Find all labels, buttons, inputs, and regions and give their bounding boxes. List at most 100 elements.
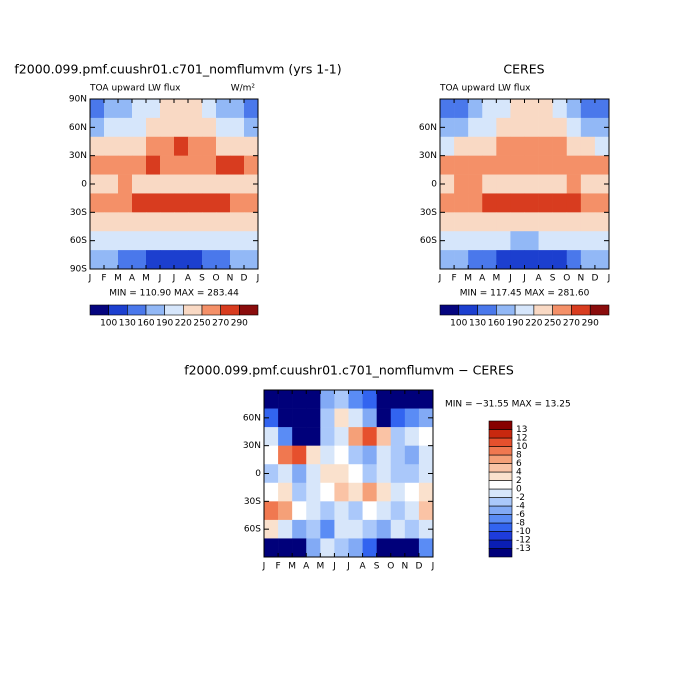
heat-cell xyxy=(230,231,245,251)
heat-cell xyxy=(440,212,455,232)
heat-cell xyxy=(376,445,392,465)
x-tick-label: A xyxy=(535,274,542,284)
heat-cell xyxy=(580,231,596,251)
heat-cell xyxy=(202,155,217,175)
y-tick-label: 90N xyxy=(69,95,87,105)
heat-cell xyxy=(188,155,203,175)
heat-cell xyxy=(278,538,293,558)
heat-cell xyxy=(320,538,335,558)
x-tick-label: M xyxy=(316,562,324,572)
x-tick-label: N xyxy=(227,274,234,284)
heat-cell xyxy=(174,155,189,175)
heat-cell xyxy=(216,193,231,213)
heat-cell xyxy=(118,155,133,175)
heat-cell xyxy=(292,482,307,502)
heat-cell xyxy=(90,193,105,213)
heat-cell xyxy=(362,538,377,558)
heat-cell xyxy=(454,117,469,138)
y-tick-label: 30N xyxy=(419,151,437,161)
heat-cell xyxy=(334,408,349,428)
heat-cell xyxy=(482,212,497,232)
colorbar-label: 100 xyxy=(100,319,117,329)
colorbar-label: 10 xyxy=(516,442,528,452)
heat-cell xyxy=(320,408,335,428)
heat-cell xyxy=(264,482,279,502)
heat-cell xyxy=(264,408,279,428)
colorbar-label: 250 xyxy=(193,319,210,329)
heat-cell xyxy=(404,390,420,409)
colorbar-label: -12 xyxy=(516,536,531,546)
heat-cell xyxy=(348,482,363,502)
colorbar-label: 4 xyxy=(516,468,522,478)
colorbar-box xyxy=(458,304,478,316)
heat-cell xyxy=(202,99,217,119)
colorbar-box xyxy=(89,304,109,316)
colorbar-box xyxy=(183,304,203,316)
heat-cell xyxy=(594,212,610,232)
heat-cell xyxy=(306,390,321,409)
heat-cell xyxy=(202,117,217,138)
heat-cell xyxy=(174,174,189,194)
colorbar-label: -4 xyxy=(516,502,525,512)
heat-cell xyxy=(132,99,147,119)
heat-cell xyxy=(306,464,321,484)
colorbar-label: -8 xyxy=(516,519,525,529)
x-tick-label: N xyxy=(577,274,584,284)
heat-cell xyxy=(454,136,469,156)
heat-cell xyxy=(146,250,161,270)
x-tick-label: A xyxy=(479,274,486,284)
heat-cell xyxy=(362,464,377,484)
colorbar-label: 13 xyxy=(516,425,527,435)
colorbar-box xyxy=(488,437,513,447)
heat-cell xyxy=(482,155,497,175)
heat-cell xyxy=(362,482,377,502)
heat-cell xyxy=(230,99,245,119)
heat-cell xyxy=(244,212,259,232)
heat-cell xyxy=(160,231,175,251)
colorbar-label: 8 xyxy=(516,451,522,461)
heat-cell xyxy=(132,155,147,175)
heat-cell xyxy=(454,99,469,119)
x-tick-label: D xyxy=(415,562,422,572)
heat-cell xyxy=(264,538,279,558)
colorbar-box xyxy=(488,505,513,515)
heat-cell xyxy=(90,136,105,156)
colorbar-label: 6 xyxy=(516,459,522,469)
colorbar-box xyxy=(488,420,513,430)
y-tick-label: 30S xyxy=(70,208,87,218)
heat-cell xyxy=(594,250,610,270)
colorbar-label: 250 xyxy=(544,319,561,329)
heat-cell xyxy=(348,538,363,558)
heat-cell xyxy=(538,99,553,119)
colorbar-box xyxy=(488,480,513,490)
x-tick-label: A xyxy=(185,274,192,284)
heat-cell xyxy=(404,482,420,502)
colorbar-box xyxy=(201,304,221,316)
heat-cell xyxy=(580,155,596,175)
heat-cell xyxy=(216,136,231,156)
x-tick-label: F xyxy=(451,274,456,284)
colorbar-box xyxy=(239,304,259,316)
heat-cell xyxy=(104,155,119,175)
colorbar-label: 12 xyxy=(516,434,527,444)
heat-cell xyxy=(496,212,511,232)
heat-cell xyxy=(482,250,497,270)
heat-cell xyxy=(566,193,582,213)
heat-cell xyxy=(538,250,553,270)
heat-cell xyxy=(230,250,245,270)
heat-cell xyxy=(510,117,525,138)
heat-cell xyxy=(160,193,175,213)
y-tick-label: 60N xyxy=(69,123,87,133)
heat-cell xyxy=(244,136,259,156)
heat-cell xyxy=(174,117,189,138)
heat-cell xyxy=(174,99,189,119)
heat-cell xyxy=(160,250,175,270)
colorbar-box xyxy=(488,522,513,532)
heat-cell xyxy=(566,250,582,270)
heat-cell xyxy=(160,174,175,194)
x-tick-label: J xyxy=(88,274,92,284)
heat-cell xyxy=(390,390,406,409)
heat-cell xyxy=(468,99,483,119)
y-tick-label: 30N xyxy=(69,151,87,161)
heat-cell xyxy=(376,464,392,484)
